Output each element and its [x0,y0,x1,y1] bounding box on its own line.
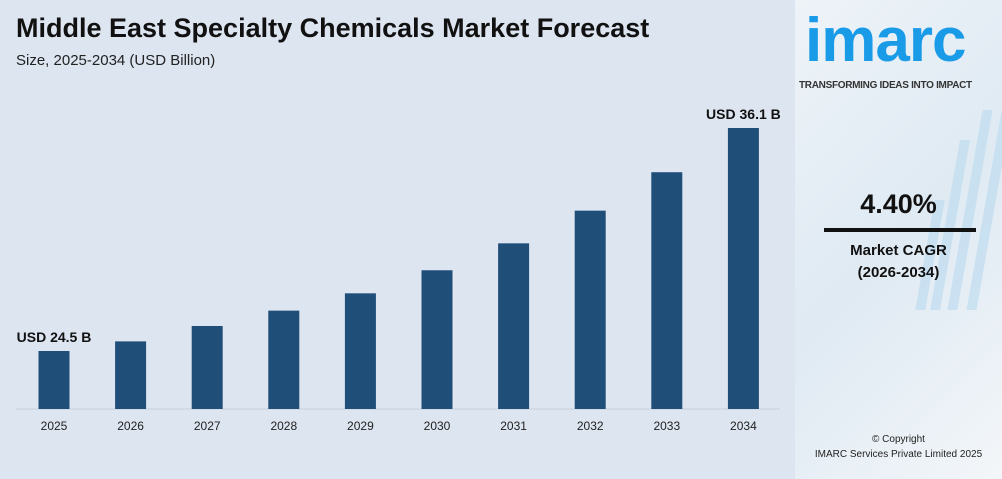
cagr-label-text: Market CAGR [850,242,947,259]
cagr-label: Market CAGR (2026-2034) [795,240,1002,284]
data-label: USD 24.5 B [17,329,92,345]
cagr-period: (2026-2034) [857,264,940,281]
x-tick-label: 2028 [270,419,297,433]
imarc-logo: imarc [805,6,966,75]
x-tick-label: 2027 [194,419,221,433]
x-tick-label: 2026 [117,419,144,433]
copyright-label: © Copyright [872,434,925,445]
bar-2028 [268,310,300,409]
logo-tagline: TRANSFORMING IDEAS INTO IMPACT [799,80,972,91]
bar-2027 [191,326,223,409]
bar-2034 [727,128,759,409]
bar-2025 [38,351,70,409]
x-tick-label: 2030 [424,419,451,433]
copyright-company: IMARC Services Private Limited 2025 [814,449,983,460]
x-tick-label: 2031 [500,419,527,433]
bar-2029 [344,293,376,409]
x-tick-label: 2034 [730,419,757,433]
cagr-value: 4.40% [860,189,937,219]
bar-chart: 2025 2026 2027 2028 2029 2030 2031 2032 2033 2034… [16,106,781,433]
copyright: © Copyright IMARC Services Private Limit… [795,432,1002,462]
chart-subtitle: Size, 2025-2034 (USD Billion) [16,52,216,69]
x-tick-label: 2029 [347,419,374,433]
x-tick-label: 2025 [41,419,68,433]
bar-2032 [574,210,606,409]
divider [824,228,976,232]
chart-panel: Middle East Specialty Chemicals Market F… [0,0,795,479]
x-tick-label: 2033 [653,419,680,433]
bar-2031 [498,243,530,409]
bar-2030 [421,270,453,409]
bar-2026 [115,341,147,409]
bar-2033 [651,172,683,409]
chart-title: Middle East Specialty Chemicals Market F… [16,13,650,43]
data-label: USD 36.1 B [706,106,781,122]
info-panel: imarc TRANSFORMING IDEAS INTO IMPACT 4.4… [795,0,1002,479]
x-tick-label: 2032 [577,419,604,433]
